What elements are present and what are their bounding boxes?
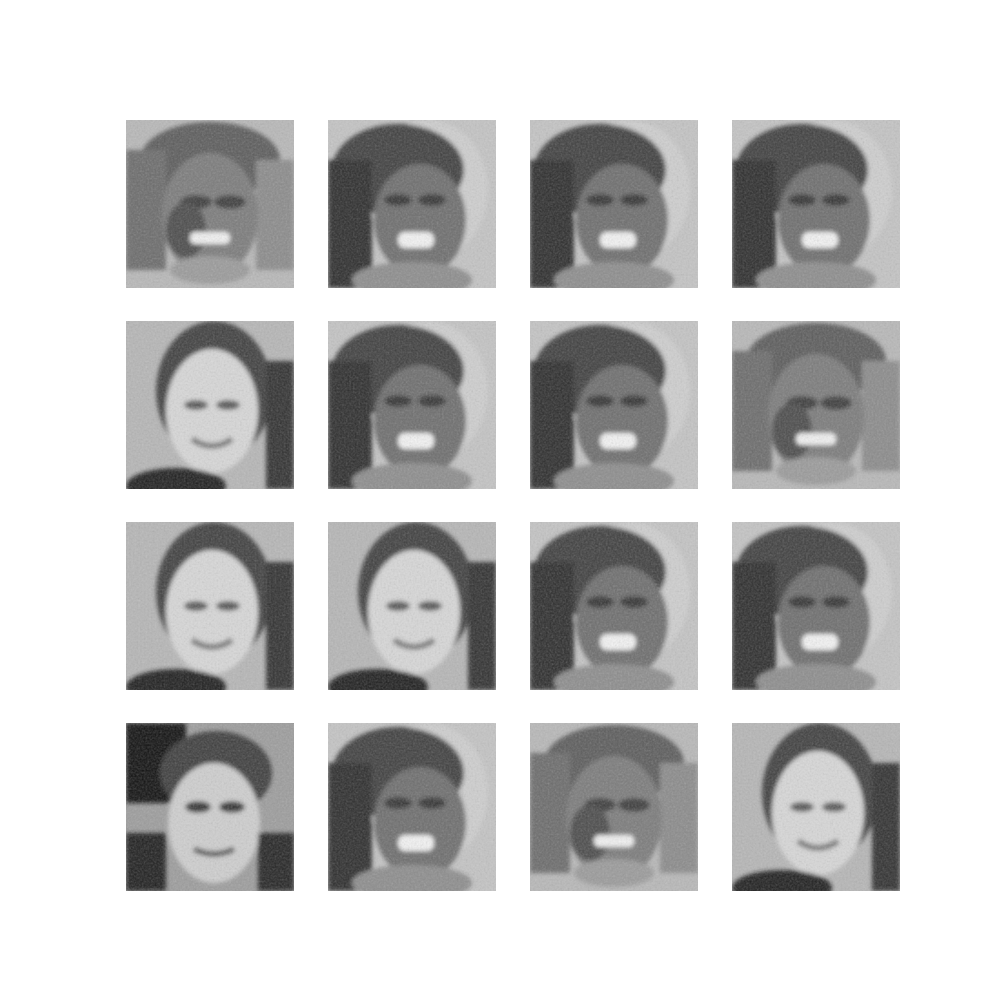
face-tile-r3-c2 <box>328 522 496 690</box>
face-tile-r2-c2 <box>328 321 496 489</box>
face-tile-r4-c2 <box>328 723 496 891</box>
face-tile-r4-c3 <box>530 723 698 891</box>
face-tile-r1-c1 <box>126 120 294 288</box>
face-tile-r1-c4 <box>732 120 900 288</box>
face-tile-r4-c1 <box>126 723 294 891</box>
face-tile-r3-c4 <box>732 522 900 690</box>
face-tile-r1-c3 <box>530 120 698 288</box>
face-tile-r1-c2 <box>328 120 496 288</box>
face-tile-r3-c1 <box>126 522 294 690</box>
face-tile-r2-c3 <box>530 321 698 489</box>
face-tile-r2-c1 <box>126 321 294 489</box>
face-tile-r4-c4 <box>732 723 900 891</box>
face-tile-r3-c3 <box>530 522 698 690</box>
face-tile-r2-c4 <box>732 321 900 489</box>
